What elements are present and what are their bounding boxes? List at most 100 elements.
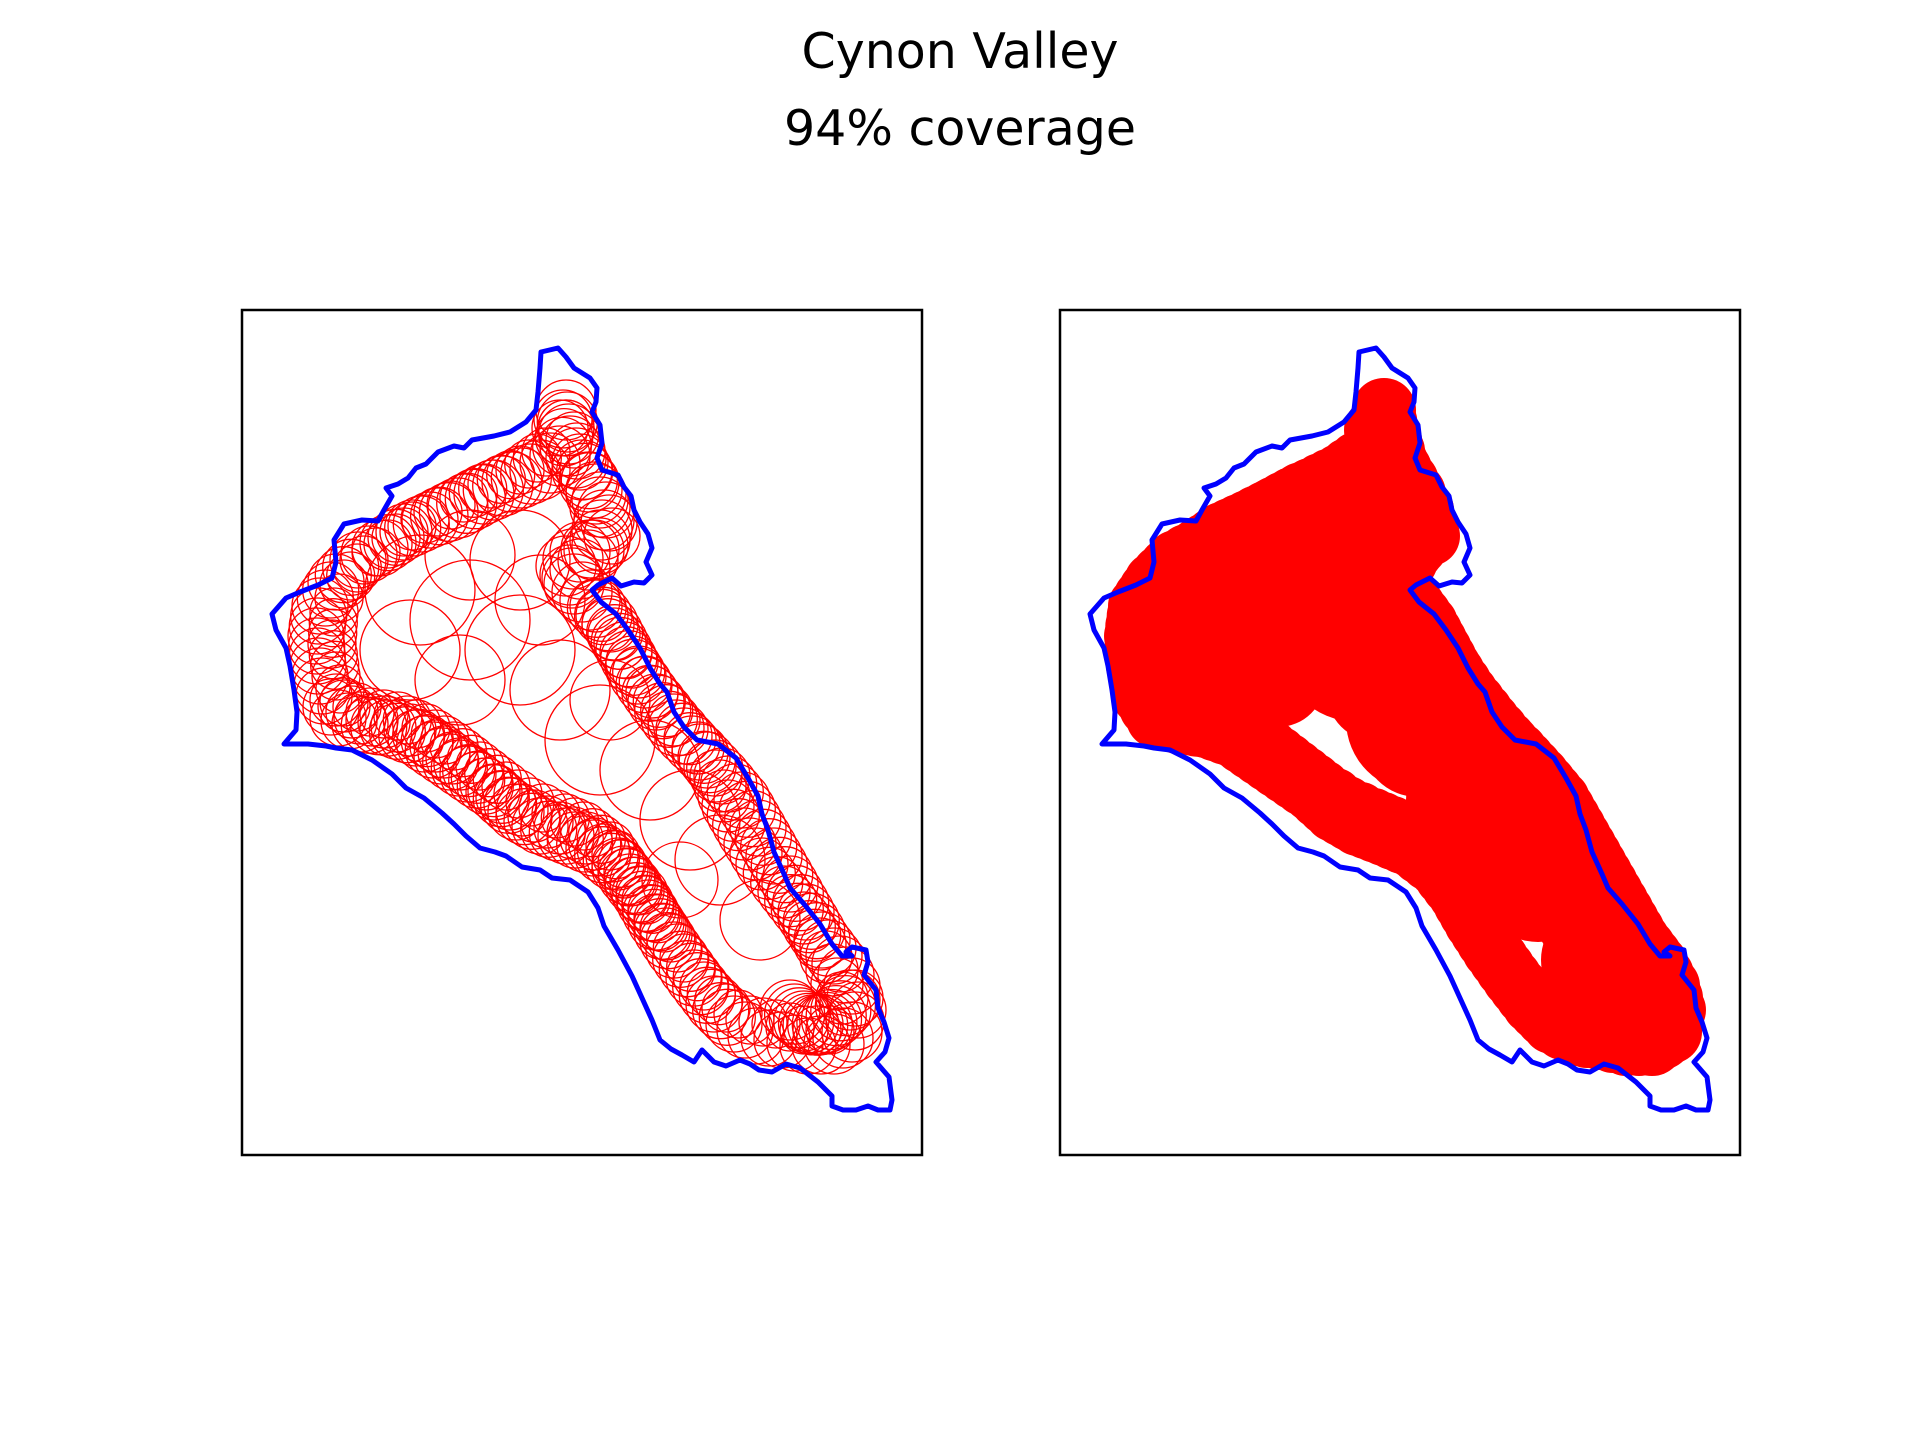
coverage-circle	[756, 846, 814, 904]
coverage-circle	[317, 679, 371, 733]
coverage-circle	[464, 594, 576, 706]
coverage-circle	[759, 979, 821, 1041]
coverage-circle	[379, 507, 429, 557]
coverage-circle	[519, 432, 581, 494]
coverage-circle	[679, 961, 729, 1011]
coverage-circle	[520, 795, 574, 849]
coverage-circle	[531, 399, 589, 457]
coverage-circle	[742, 846, 796, 900]
coverage-circle	[439, 473, 489, 523]
coverage-circles-outline	[287, 379, 887, 1075]
coverage-circle	[641, 841, 719, 919]
coverage-circle	[803, 1013, 865, 1075]
coverage-circle	[569, 659, 651, 741]
coverage-circle	[627, 888, 681, 942]
coverage-circle	[665, 949, 723, 1007]
coverage-circle	[550, 797, 600, 847]
coverage-circle	[599, 719, 701, 821]
coverage-circle	[467, 764, 521, 818]
coverage-disc	[1344, 396, 1412, 464]
coverage-circle	[459, 757, 513, 811]
coverage-circle	[568, 817, 622, 871]
coverage-circle	[560, 452, 618, 510]
coverage-circle	[448, 468, 498, 518]
coverage-circle	[686, 968, 736, 1018]
coverage-circle	[761, 855, 819, 913]
coverage-circle	[585, 829, 639, 883]
coverage-circle	[307, 619, 357, 669]
coverage-circle	[603, 847, 653, 897]
coverage-circle	[480, 776, 538, 834]
figure-title: Cynon Valley	[801, 23, 1119, 80]
coverage-circle	[521, 427, 571, 477]
coverage-circle	[745, 827, 803, 885]
coverage-circle	[705, 995, 763, 1053]
right-panel	[1058, 308, 1742, 1157]
coverage-circle	[288, 617, 346, 675]
coverage-circle	[544, 684, 656, 796]
left-panel-frame	[240, 308, 924, 1157]
coverage-circle	[791, 993, 853, 1056]
coverage-circle	[375, 503, 433, 561]
coverage-circle	[571, 471, 629, 529]
coverage-circle	[793, 917, 847, 971]
coverage-circle	[565, 463, 627, 525]
coverage-circle	[791, 1015, 851, 1075]
coverage-circle	[401, 491, 459, 549]
coverage-circle	[655, 702, 709, 756]
coverage-circle	[557, 529, 619, 591]
coverage-circle	[751, 999, 801, 1049]
coverage-circle	[333, 691, 387, 745]
coverage-circle	[805, 984, 867, 1047]
region-boundary-right	[1087, 345, 1713, 1113]
right-panel-frame	[1058, 308, 1742, 1157]
coverage-circle	[740, 818, 798, 876]
coverage-circle	[694, 976, 744, 1026]
coverage-circle	[810, 957, 864, 1011]
coverage-circle	[757, 865, 811, 919]
coverage-circle	[409, 559, 531, 681]
coverage-disc	[1636, 968, 1700, 1032]
coverage-circle	[481, 761, 531, 811]
coverage-circle	[576, 823, 630, 877]
coverage-circle	[559, 569, 621, 631]
coverage-circle	[559, 811, 613, 865]
coverage-circle	[533, 801, 587, 855]
coverage-circle	[469, 509, 571, 611]
coverage-circle	[309, 673, 363, 727]
coverage-circle	[639, 903, 689, 953]
coverage-circle	[309, 587, 359, 637]
coverage-circle	[723, 817, 777, 871]
coverage-circle	[640, 684, 694, 738]
coverage-circle	[773, 990, 835, 1052]
coverage-circle	[768, 987, 830, 1049]
coverage-circle	[663, 712, 717, 766]
coverage-circle	[426, 480, 476, 530]
coverage-circle	[652, 923, 702, 973]
coverage-circle	[371, 513, 421, 563]
coverage-circle	[674, 814, 766, 906]
coverage-circle	[701, 983, 751, 1033]
coverage-circle	[413, 487, 463, 537]
coverage-circle	[569, 476, 631, 538]
coverage-circle	[633, 898, 687, 952]
coverage-circle	[646, 913, 696, 963]
coverage-circle	[819, 969, 881, 1031]
coverage-circle	[308, 598, 358, 648]
coverage-circle	[621, 879, 675, 933]
coverage-circle	[585, 821, 635, 871]
coverage-circle	[556, 815, 614, 873]
coverage-circle	[559, 801, 609, 851]
coverage-circle	[639, 907, 693, 961]
coverage-circle	[308, 608, 358, 658]
left-panel	[240, 308, 924, 1157]
region-boundary-left	[269, 345, 895, 1113]
coverage-circle	[689, 749, 743, 803]
coverage-circle	[509, 639, 611, 741]
coverage-circle	[810, 980, 872, 1042]
coverage-circle	[573, 489, 635, 551]
coverage-circle	[569, 509, 631, 571]
coverage-circle	[359, 689, 409, 739]
coverage-circle	[735, 837, 789, 891]
